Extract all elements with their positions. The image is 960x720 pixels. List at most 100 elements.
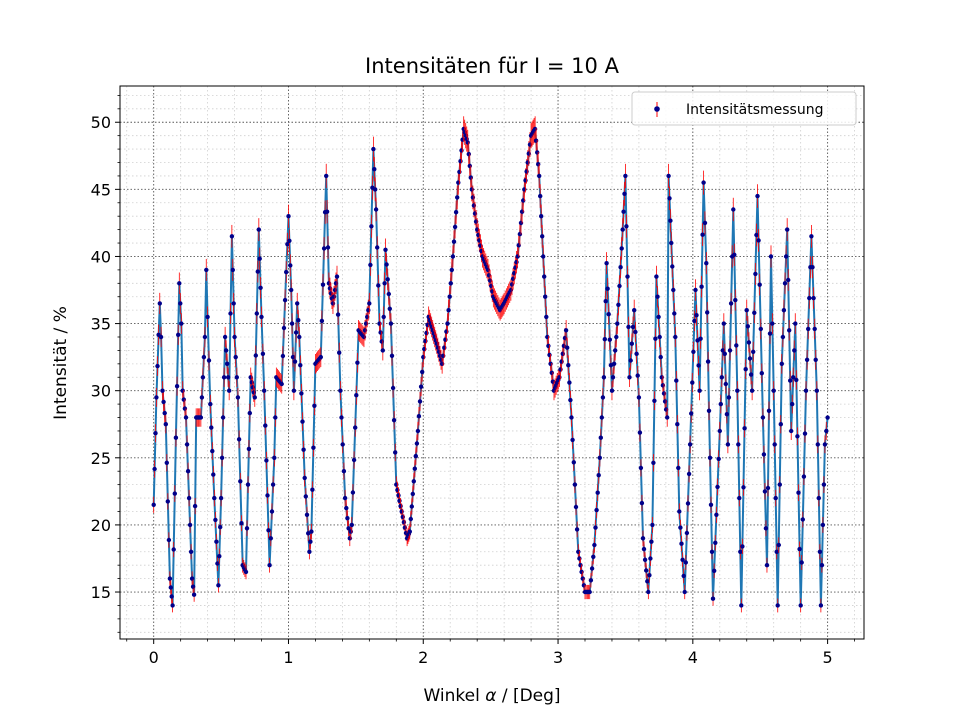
data-point <box>799 560 804 565</box>
data-point <box>816 495 821 501</box>
data-point <box>446 308 451 313</box>
data-point <box>471 203 477 208</box>
data-point <box>380 348 385 353</box>
data-point <box>701 180 706 185</box>
data-point <box>368 262 373 268</box>
data-point <box>751 349 756 354</box>
data-point <box>164 460 169 465</box>
data-point <box>702 220 708 226</box>
data-point <box>476 232 481 238</box>
data-point <box>681 573 686 579</box>
data-point <box>436 349 442 354</box>
data-point <box>573 504 579 510</box>
data-point <box>510 276 516 281</box>
data-point <box>615 321 620 326</box>
data-point <box>610 375 616 380</box>
data-point <box>438 357 444 362</box>
data-point <box>723 381 728 387</box>
data-point <box>165 499 170 504</box>
data-point <box>443 337 448 342</box>
data-point <box>223 348 229 353</box>
data-point <box>650 522 655 528</box>
data-point <box>311 445 316 450</box>
data-point <box>423 338 428 344</box>
data-point <box>720 348 725 353</box>
x-tick-label: 1 <box>283 648 293 667</box>
data-point <box>266 528 271 533</box>
data-point <box>746 340 752 345</box>
data-point <box>373 207 379 212</box>
data-point <box>338 388 343 393</box>
data-point <box>216 583 221 588</box>
data-point <box>743 367 748 372</box>
data-point <box>326 281 332 286</box>
data-point <box>222 334 228 340</box>
data-point <box>289 321 295 326</box>
data-point <box>748 372 754 377</box>
data-point <box>758 326 763 332</box>
data-point <box>725 442 731 447</box>
data-point <box>692 318 697 324</box>
data-point <box>519 209 525 214</box>
data-point <box>663 407 669 412</box>
data-point <box>637 430 643 435</box>
data-point <box>231 301 236 306</box>
data-point <box>228 311 233 316</box>
data-point <box>679 541 684 546</box>
data-point <box>603 299 608 304</box>
data-point <box>622 191 627 196</box>
data-point <box>455 195 460 200</box>
data-point <box>485 267 491 273</box>
legend-marker-swatch <box>654 106 660 112</box>
data-point <box>450 254 456 259</box>
data-point <box>523 178 528 183</box>
data-point <box>694 313 699 318</box>
data-point <box>448 281 453 286</box>
data-point <box>295 301 300 306</box>
data-point <box>333 281 339 286</box>
data-point <box>617 283 622 289</box>
x-tick-label: 5 <box>823 648 833 667</box>
data-point <box>340 442 345 447</box>
data-point <box>606 312 611 317</box>
data-point <box>683 560 688 565</box>
x-tick-label: 3 <box>553 648 563 667</box>
data-point <box>178 301 183 306</box>
data-point <box>280 353 286 359</box>
data-point <box>795 434 800 439</box>
data-point <box>267 563 272 568</box>
data-point <box>793 321 798 326</box>
data-point <box>508 287 514 293</box>
data-point <box>470 195 476 200</box>
data-point <box>815 442 820 447</box>
data-point <box>409 504 414 509</box>
data-point <box>155 363 160 369</box>
data-point <box>378 330 383 335</box>
data-point <box>744 308 749 313</box>
y-tick-label: 30 <box>91 382 111 401</box>
data-point <box>605 286 610 291</box>
y-tick-label: 15 <box>91 583 111 602</box>
data-point <box>721 321 726 326</box>
data-point <box>393 450 398 455</box>
data-point <box>710 596 716 601</box>
data-point <box>486 273 492 278</box>
data-point <box>649 539 654 544</box>
data-point <box>344 505 349 511</box>
data-point <box>186 495 192 501</box>
data-point <box>705 359 711 364</box>
data-point <box>656 314 661 320</box>
x-tick-label: 2 <box>418 648 428 667</box>
data-point <box>671 287 676 293</box>
data-point <box>157 301 162 306</box>
data-point <box>717 428 722 434</box>
data-point <box>684 530 690 536</box>
data-point <box>345 516 350 521</box>
data-point <box>209 425 214 430</box>
data-point <box>704 261 709 266</box>
data-point <box>562 335 568 341</box>
data-point <box>677 509 682 514</box>
data-point <box>604 261 609 266</box>
data-point <box>179 321 184 326</box>
data-point <box>806 326 811 332</box>
